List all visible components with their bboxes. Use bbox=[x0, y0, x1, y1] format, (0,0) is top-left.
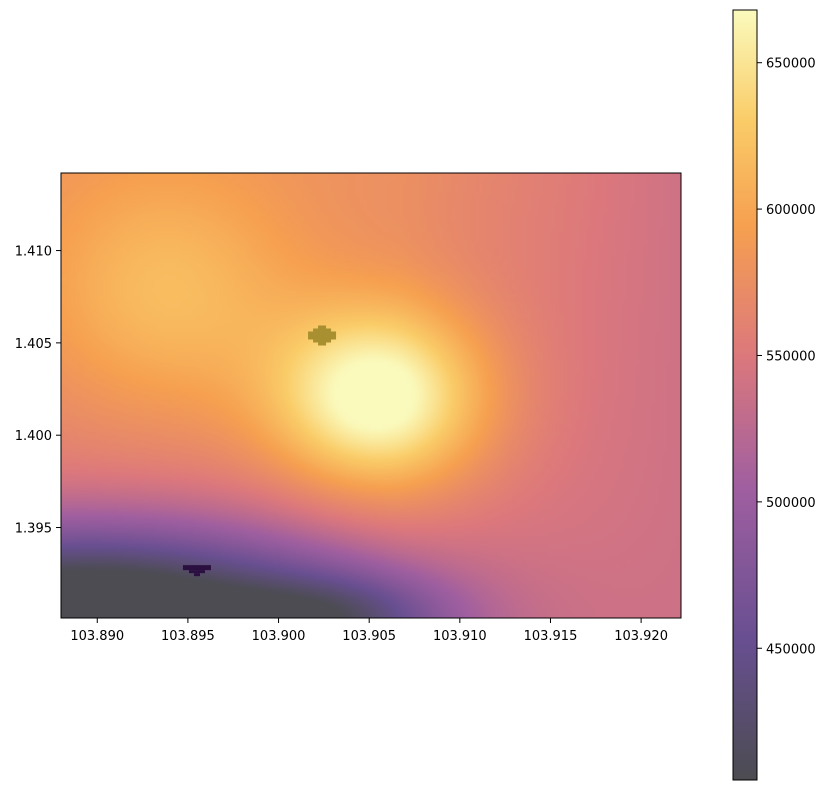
colorbar-tick-label: 500000 bbox=[766, 496, 816, 511]
x-tick-label: 103.895 bbox=[161, 629, 215, 644]
x-tick-label: 103.910 bbox=[433, 629, 487, 644]
y-axis: 1.395 1.400 1.405 1.410 bbox=[15, 245, 61, 537]
x-tick-label: 103.890 bbox=[70, 629, 124, 644]
colorbar-tick-label: 600000 bbox=[766, 203, 816, 218]
heatmap-area bbox=[60, 172, 682, 619]
colorbar-tick-label: 550000 bbox=[766, 349, 816, 364]
y-tick-label: 1.410 bbox=[15, 245, 52, 260]
y-tick-label: 1.400 bbox=[15, 429, 52, 444]
heatmap-image bbox=[61, 173, 681, 618]
x-tick-label: 103.900 bbox=[252, 629, 306, 644]
x-tick-label: 103.915 bbox=[524, 629, 578, 644]
markers-layer bbox=[182, 325, 337, 577]
x-tick-label: 103.920 bbox=[614, 629, 668, 644]
colorbar-axis: 450000 500000 550000 600000 650000 bbox=[757, 57, 816, 657]
axes-frame bbox=[60, 172, 682, 619]
colorbar-tick-label: 650000 bbox=[766, 57, 816, 72]
colorbar-gradient bbox=[733, 10, 757, 780]
y-tick-label: 1.405 bbox=[15, 337, 52, 352]
x-tick-label: 103.905 bbox=[342, 629, 396, 644]
high-pixel-cross bbox=[308, 325, 337, 346]
colorbar-tick-label: 450000 bbox=[766, 642, 816, 657]
low-pixel-mark bbox=[182, 565, 211, 577]
colorbar-frame bbox=[732, 9, 758, 781]
x-axis: 103.890 103.895 103.900 103.905 103.910 103.9… bbox=[70, 618, 668, 644]
colorbar: 450000 500000 550000 600000 650000 bbox=[732, 9, 816, 781]
y-tick-label: 1.395 bbox=[15, 522, 52, 537]
